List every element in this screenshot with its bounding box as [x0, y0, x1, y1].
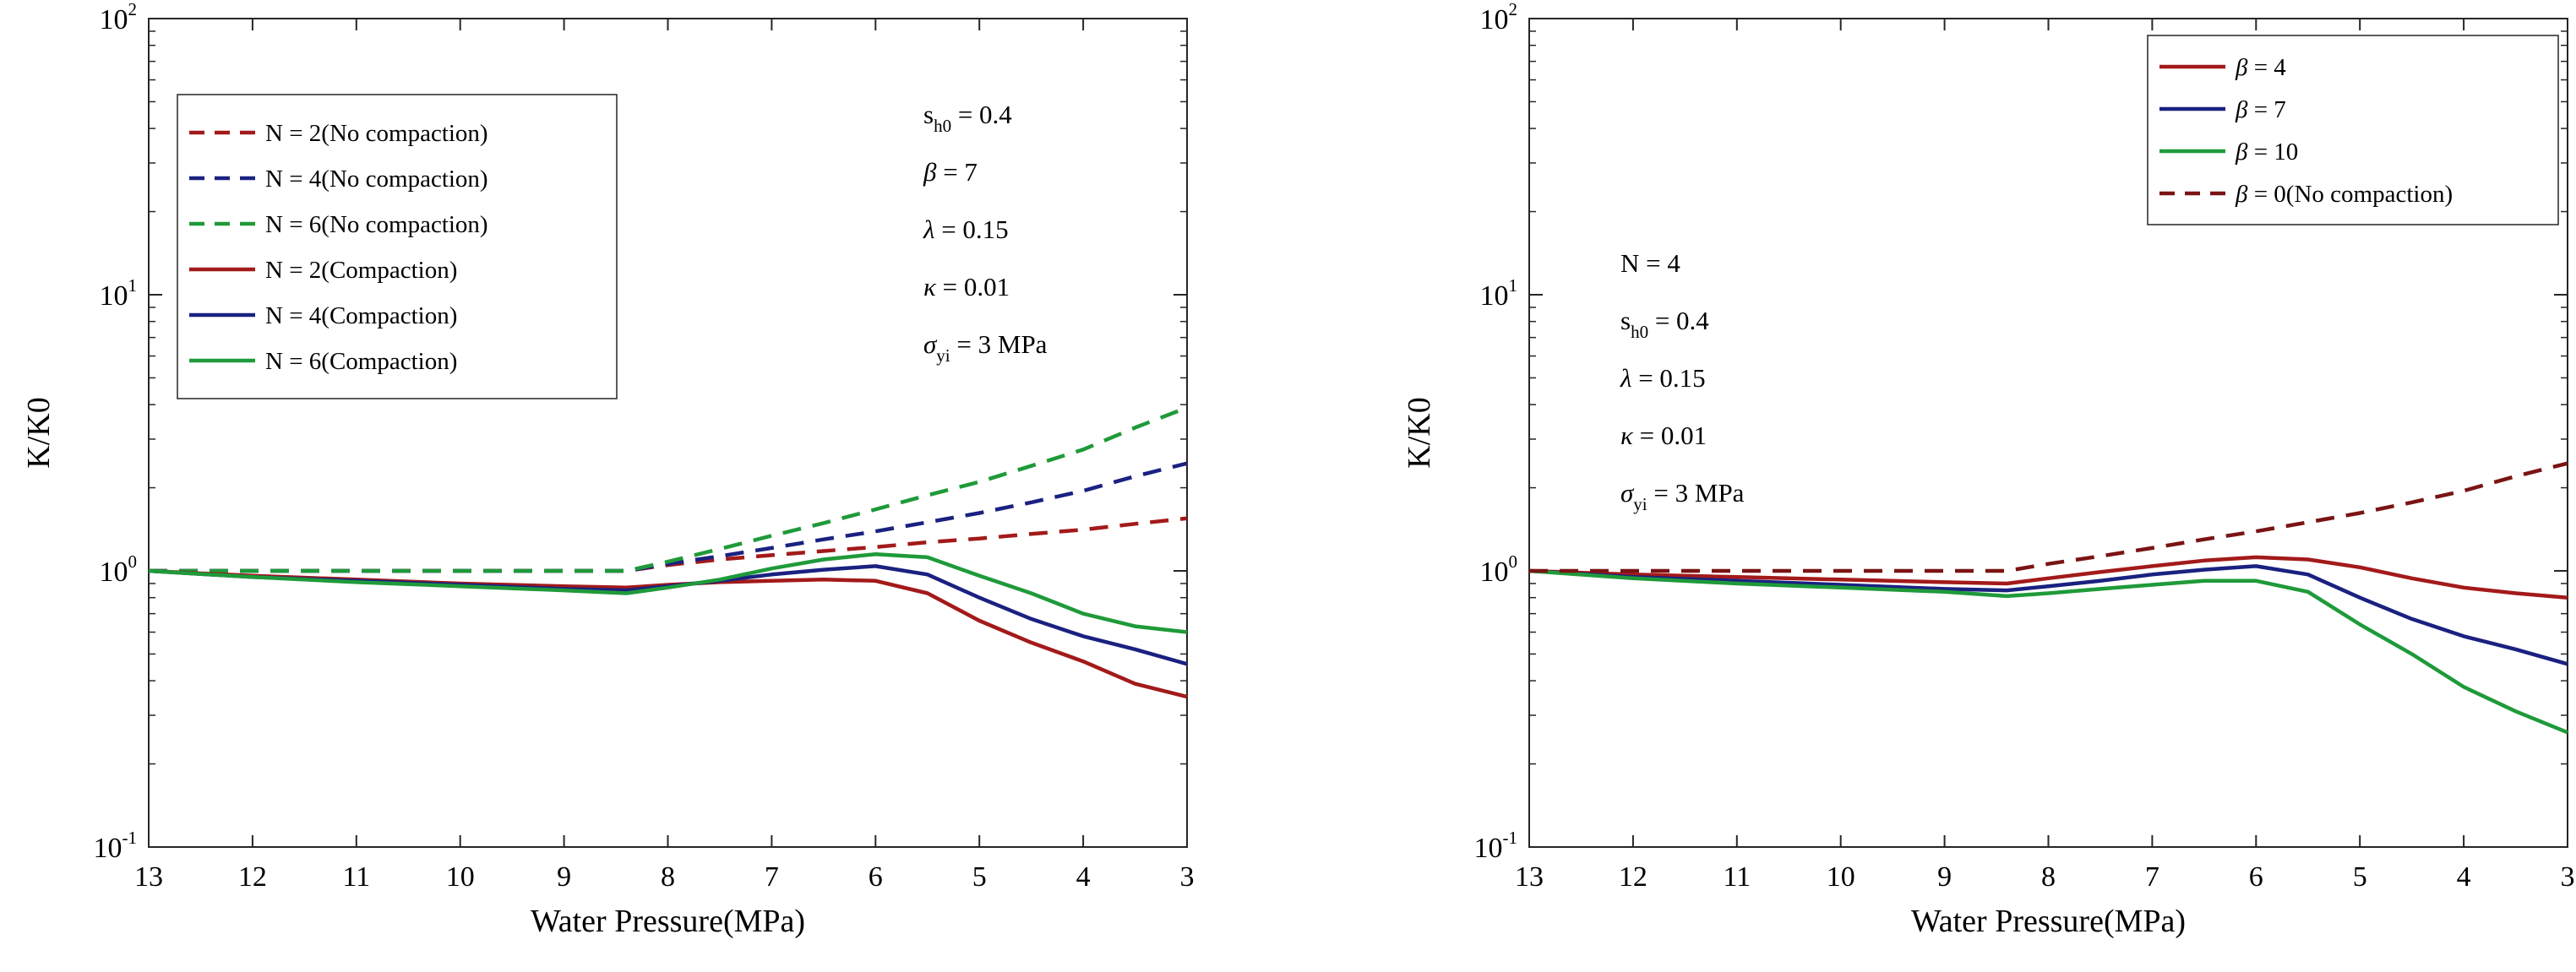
series-line-3: [149, 405, 1188, 573]
x-tick-label: 13: [134, 861, 163, 893]
x-tick-label: 10: [446, 861, 475, 893]
x-tick-label: 11: [1723, 861, 1751, 893]
y-tick-label: 101: [1480, 275, 1518, 312]
series-line-3: [1528, 568, 2568, 735]
parameter-annotation: N = 4: [1620, 248, 1680, 278]
series-line-1: [1528, 555, 2568, 600]
x-tick-label: 8: [2041, 861, 2056, 893]
left-chart-panel: 13 12 11 10 9 8 7 6 5 4 3 10-1 100 101 102 Water Pressu…: [21, 0, 1195, 939]
legend-entry: N = 4(No compaction): [265, 166, 488, 193]
x-tick-label: 9: [1937, 861, 1952, 893]
x-tick-label: 6: [869, 861, 883, 893]
legend: N = 2(No compaction) N = 4(No compaction)…: [177, 94, 618, 399]
x-tick-label: 11: [342, 861, 370, 893]
parameter-annotation: σyi = 3 MPa: [923, 329, 1048, 366]
y-tick-label: 10-1: [94, 828, 138, 864]
right-chart-panel: 13 12 11 10 9 8 7 6 5 4 3 10-1 100 101 102 Water Pressu…: [1402, 0, 2575, 939]
legend-entry: N = 6(Compaction): [265, 348, 457, 375]
series-line-2: [1528, 564, 2568, 666]
y-tick-label: 100: [100, 551, 138, 588]
y-tick-label: 102: [1480, 0, 1518, 35]
legend-entry: β = 4: [2235, 54, 2286, 81]
legend-entry: N = 2(Compaction): [265, 257, 457, 284]
x-tick-label: 3: [2561, 861, 2575, 893]
legend-box: [177, 94, 618, 399]
legend: β = 4 β = 7 β = 10 β = 0(No compaction): [2147, 35, 2559, 225]
x-tick-label: 4: [2457, 861, 2471, 893]
parameter-annotation: λ = 0.15: [1620, 363, 1706, 393]
parameter-annotation: β = 7: [923, 157, 978, 187]
y-axis-label: K/K0: [21, 397, 57, 468]
x-tick-label: 10: [1827, 861, 1855, 893]
legend-entry: β = 7: [2235, 96, 2286, 123]
x-tick-label: 9: [557, 861, 571, 893]
x-tick-label: 6: [2249, 861, 2263, 893]
parameter-annotation: λ = 0.15: [923, 214, 1009, 244]
series-line-4: [1529, 461, 2568, 573]
x-tick-label: 8: [661, 861, 675, 893]
y-axis-label: K/K0: [1402, 397, 1437, 468]
x-tick-label: 7: [2145, 861, 2159, 893]
parameter-annotation: sh0 = 0.4: [1620, 306, 1709, 342]
x-tick-label: 12: [238, 861, 267, 893]
legend-entry: β = 0(No compaction): [2235, 181, 2453, 208]
legend-entry: N = 6(No compaction): [265, 211, 488, 238]
y-tick-label: 101: [100, 275, 138, 312]
series-line-6: [148, 551, 1188, 634]
x-tick-label: 5: [972, 861, 987, 893]
x-tick-label: 3: [1180, 861, 1195, 893]
x-tick-label: 5: [2353, 861, 2367, 893]
x-tick-label: 4: [1076, 861, 1091, 893]
parameter-annotation: sh0 = 0.4: [923, 100, 1012, 136]
parameter-annotation: κ = 0.01: [1620, 421, 1707, 450]
parameter-annotation: σyi = 3 MPa: [1620, 478, 1745, 514]
legend-entry: N = 4(Compaction): [265, 302, 457, 329]
x-tick-label: 7: [765, 861, 779, 893]
legend-entry: β = 10: [2235, 138, 2298, 166]
x-tick-label: 12: [1619, 861, 1647, 893]
legend-entry: N = 2(No compaction): [265, 120, 488, 147]
y-tick-label: 10-1: [1474, 828, 1518, 864]
y-tick-label: 100: [1480, 551, 1518, 588]
parameter-annotation: κ = 0.01: [923, 272, 1010, 301]
x-axis-label: Water Pressure(MPa): [531, 904, 805, 939]
y-tick-label: 102: [100, 0, 138, 35]
x-axis-label: Water Pressure(MPa): [1911, 904, 2186, 939]
x-tick-label: 13: [1515, 861, 1544, 893]
